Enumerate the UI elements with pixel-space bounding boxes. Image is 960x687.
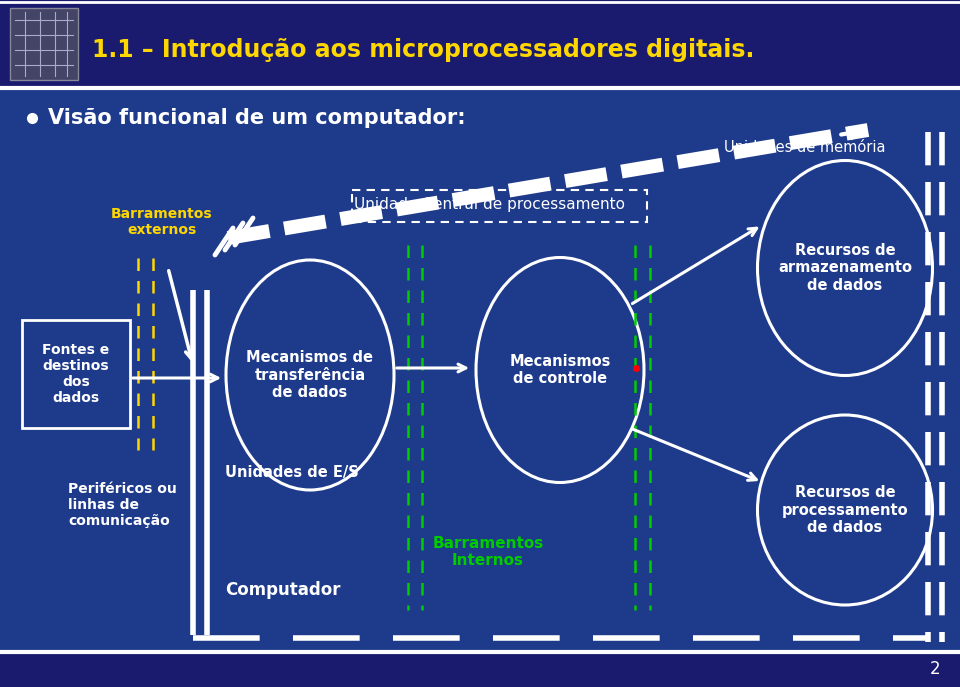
Text: 2: 2 xyxy=(929,660,940,678)
Text: Recursos de
armazenamento
de dados: Recursos de armazenamento de dados xyxy=(778,243,912,293)
Text: Mecanismos de
transferência
de dados: Mecanismos de transferência de dados xyxy=(247,350,373,400)
Bar xyxy=(0,88,960,650)
Text: Periféricos ou
linhas de
comunicação: Periféricos ou linhas de comunicação xyxy=(68,482,177,528)
Bar xyxy=(0,0,960,88)
Text: Visão funcional de um computador:: Visão funcional de um computador: xyxy=(48,108,466,128)
Text: Unidade Central de processamento: Unidade Central de processamento xyxy=(354,197,626,212)
Text: Recursos de
processamento
de dados: Recursos de processamento de dados xyxy=(781,485,908,535)
Bar xyxy=(22,320,130,428)
Text: 1.1 – Introdução aos microprocessadores digitais.: 1.1 – Introdução aos microprocessadores … xyxy=(92,38,755,62)
Text: Fontes e
destinos
dos
dados: Fontes e destinos dos dados xyxy=(42,343,109,405)
Text: Computador: Computador xyxy=(225,581,341,599)
Text: Barramentos
externos: Barramentos externos xyxy=(111,207,213,237)
Text: Mecanismos
de controle: Mecanismos de controle xyxy=(510,354,611,386)
Text: Unidades de E/S: Unidades de E/S xyxy=(225,464,359,480)
Text: Barramentos
Internos: Barramentos Internos xyxy=(432,536,543,568)
Bar xyxy=(10,8,78,80)
Bar xyxy=(0,652,960,687)
Text: Unidades de memória: Unidades de memória xyxy=(724,141,886,155)
